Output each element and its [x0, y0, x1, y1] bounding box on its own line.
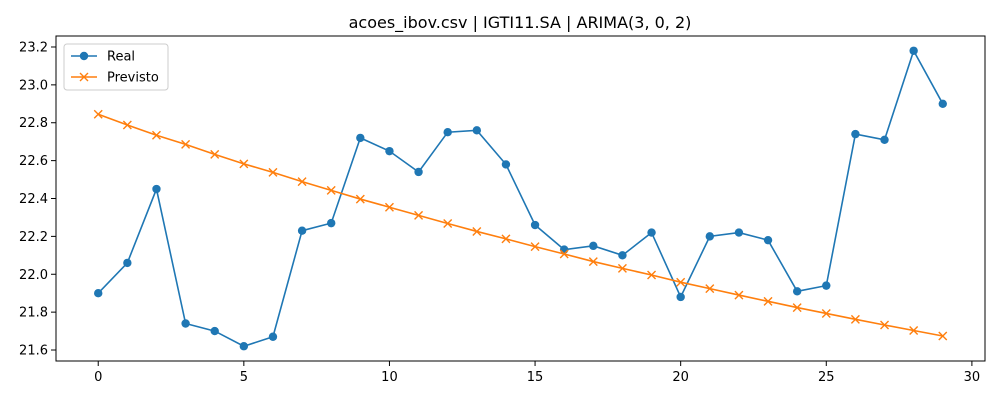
x-tick-label: 5: [240, 370, 248, 385]
y-tick-label: 23.0: [19, 78, 48, 93]
data-point: [618, 251, 627, 260]
data-point: [792, 287, 802, 296]
legend: Real Previsto: [63, 43, 169, 91]
data-point: [239, 159, 249, 169]
series-line-real: [97, 48, 944, 348]
series-layer: [93, 46, 948, 351]
y-tick-label: 21.6: [19, 344, 48, 359]
chart-title: acoes_ibov.csv | IGTI11.SA | ARIMA(3, 0,…: [349, 13, 692, 33]
data-point: [850, 314, 860, 324]
data-point: [181, 139, 191, 149]
series-previsto: [93, 109, 948, 341]
data-point: [501, 234, 511, 244]
data-point: [530, 242, 540, 252]
data-point: [327, 218, 336, 228]
legend-marker: [79, 72, 89, 82]
y-tick-label: 22.2: [19, 230, 48, 245]
data-point: [472, 226, 482, 236]
data-point: [268, 332, 278, 341]
data-point: [385, 146, 394, 156]
data-point: [210, 326, 219, 336]
data-point: [880, 135, 889, 144]
series-real: [94, 46, 947, 351]
data-point: [472, 126, 482, 135]
x-tick-label: 10: [381, 370, 398, 385]
data-point: [821, 308, 831, 318]
data-point: [763, 296, 773, 306]
x-tick-label: 0: [94, 370, 102, 385]
data-point: [822, 281, 831, 290]
data-point: [152, 184, 161, 194]
data-point: [355, 194, 365, 204]
data-point: [443, 219, 453, 228]
data-point: [705, 232, 714, 241]
data-point: [909, 326, 919, 336]
data-point: [705, 284, 715, 294]
data-point: [530, 220, 540, 230]
y-tick-label: 21.8: [19, 306, 48, 321]
data-point: [268, 167, 278, 177]
data-point: [588, 257, 598, 267]
data-point: [647, 228, 656, 237]
data-point: [443, 128, 452, 137]
y-tick-label: 22.8: [19, 116, 48, 131]
data-point: [94, 288, 103, 298]
data-point: [210, 149, 220, 159]
legend-marker: [79, 51, 89, 61]
y-tick-label: 22.6: [19, 154, 48, 169]
data-point: [880, 320, 890, 330]
legend-item-previsto: Previsto: [71, 71, 159, 86]
data-point: [239, 342, 249, 351]
y-tick-label: 22.4: [19, 192, 48, 207]
data-point: [763, 235, 773, 245]
data-point: [297, 177, 307, 187]
data-point: [589, 241, 598, 251]
data-point: [414, 210, 424, 220]
data-point: [617, 263, 627, 273]
legend-item-real: Real: [71, 50, 135, 65]
data-point: [851, 129, 860, 139]
data-point: [676, 277, 686, 287]
legend-label: Real: [107, 50, 135, 65]
data-point: [501, 160, 511, 169]
data-point: [326, 185, 336, 195]
data-point: [384, 202, 394, 212]
x-tick-label: 20: [672, 370, 689, 385]
data-point: [297, 226, 307, 235]
x-tick-label: 30: [964, 370, 981, 385]
data-point: [123, 258, 132, 268]
x-tick-label: 25: [818, 370, 835, 385]
y-axis: 21.6 21.8 22.0 22.2 22.4 22.6 22.8 23.0 23.2: [19, 40, 56, 359]
series-line-previsto: [97, 113, 943, 337]
plot-area: [55, 35, 986, 362]
y-tick-label: 22.0: [19, 268, 48, 283]
x-axis: 0 5 10 15 20 25 30: [94, 361, 980, 385]
data-point: [734, 228, 744, 237]
data-point: [181, 319, 190, 328]
data-point: [938, 331, 948, 341]
data-point: [414, 167, 423, 177]
data-point: [792, 303, 802, 313]
y-tick-label: 23.2: [19, 40, 48, 55]
data-point: [122, 120, 132, 130]
data-point: [93, 109, 103, 119]
legend-label: Previsto: [107, 71, 159, 86]
data-point: [559, 249, 569, 259]
data-point: [647, 270, 657, 280]
data-point: [734, 290, 744, 300]
data-point: [909, 46, 918, 55]
data-point: [938, 99, 947, 109]
x-tick-label: 15: [527, 370, 544, 385]
data-point: [151, 130, 161, 140]
data-point: [676, 292, 685, 302]
data-point: [356, 133, 365, 143]
